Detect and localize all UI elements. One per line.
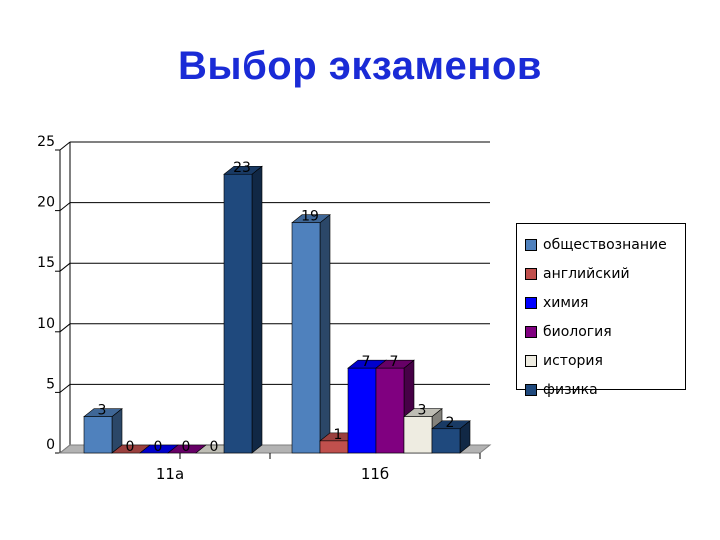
gridline-side (59, 384, 71, 393)
category-label: 11а (156, 465, 184, 483)
legend-label: биология (543, 323, 612, 340)
bar-обществознание (291, 214, 331, 454)
bar-front (431, 428, 461, 454)
legend-item: физика (525, 375, 685, 404)
data-label: 2 (446, 415, 455, 431)
legend-swatch (525, 267, 537, 280)
data-label: 3 (418, 403, 427, 419)
legend-item: обществознание (525, 230, 685, 259)
data-label: 7 (390, 354, 399, 370)
legend-swatch (525, 325, 537, 338)
gridline-side (59, 202, 71, 211)
chart-title: Выбор экзаменов (178, 44, 542, 88)
y-tick-label: 10 (37, 316, 55, 332)
bar-side (251, 165, 263, 454)
legend-item: история (525, 346, 685, 375)
bar-front (291, 222, 321, 454)
bar-front (375, 367, 405, 454)
legend-swatch (525, 383, 537, 396)
legend-label: английский (543, 265, 630, 282)
data-label: 0 (182, 439, 191, 455)
legend-label: история (543, 352, 603, 369)
legend-item: химия (525, 288, 685, 317)
chart-legend: обществознание английский химия биология ист… (516, 223, 686, 398)
bar-физика (223, 165, 263, 454)
bar-front (223, 173, 253, 454)
legend-label: физика (543, 381, 598, 398)
data-label: 0 (210, 439, 219, 455)
bar-front (83, 416, 113, 454)
bar-физика (431, 420, 471, 454)
gridline-side (59, 262, 71, 272)
bar-обществознание (83, 408, 123, 454)
data-label: 0 (126, 439, 135, 455)
bar-front (347, 367, 377, 454)
legend-item: биология (525, 317, 685, 346)
legend-swatch (525, 238, 537, 251)
y-tick-label: 5 (46, 376, 55, 392)
y-tick-label: 25 (37, 134, 55, 150)
bar-side (319, 214, 331, 454)
data-label: 3 (98, 403, 107, 419)
legend-label: химия (543, 294, 589, 311)
bar-front (403, 416, 433, 454)
gridline-side (59, 141, 71, 151)
legend-item: английский (525, 259, 685, 288)
category-label: 11б (361, 465, 389, 483)
data-label: 19 (301, 209, 319, 225)
y-tick-label: 15 (37, 255, 55, 271)
data-label: 23 (233, 160, 251, 176)
gridline-side (59, 323, 71, 333)
legend-label: обществознание (543, 236, 667, 253)
data-label: 0 (154, 439, 163, 455)
data-label: 1 (334, 427, 343, 443)
legend-swatch (525, 354, 537, 367)
y-tick-label: 0 (46, 437, 55, 453)
data-label: 7 (362, 354, 371, 370)
y-tick-label: 20 (37, 195, 55, 211)
legend-swatch (525, 296, 537, 309)
